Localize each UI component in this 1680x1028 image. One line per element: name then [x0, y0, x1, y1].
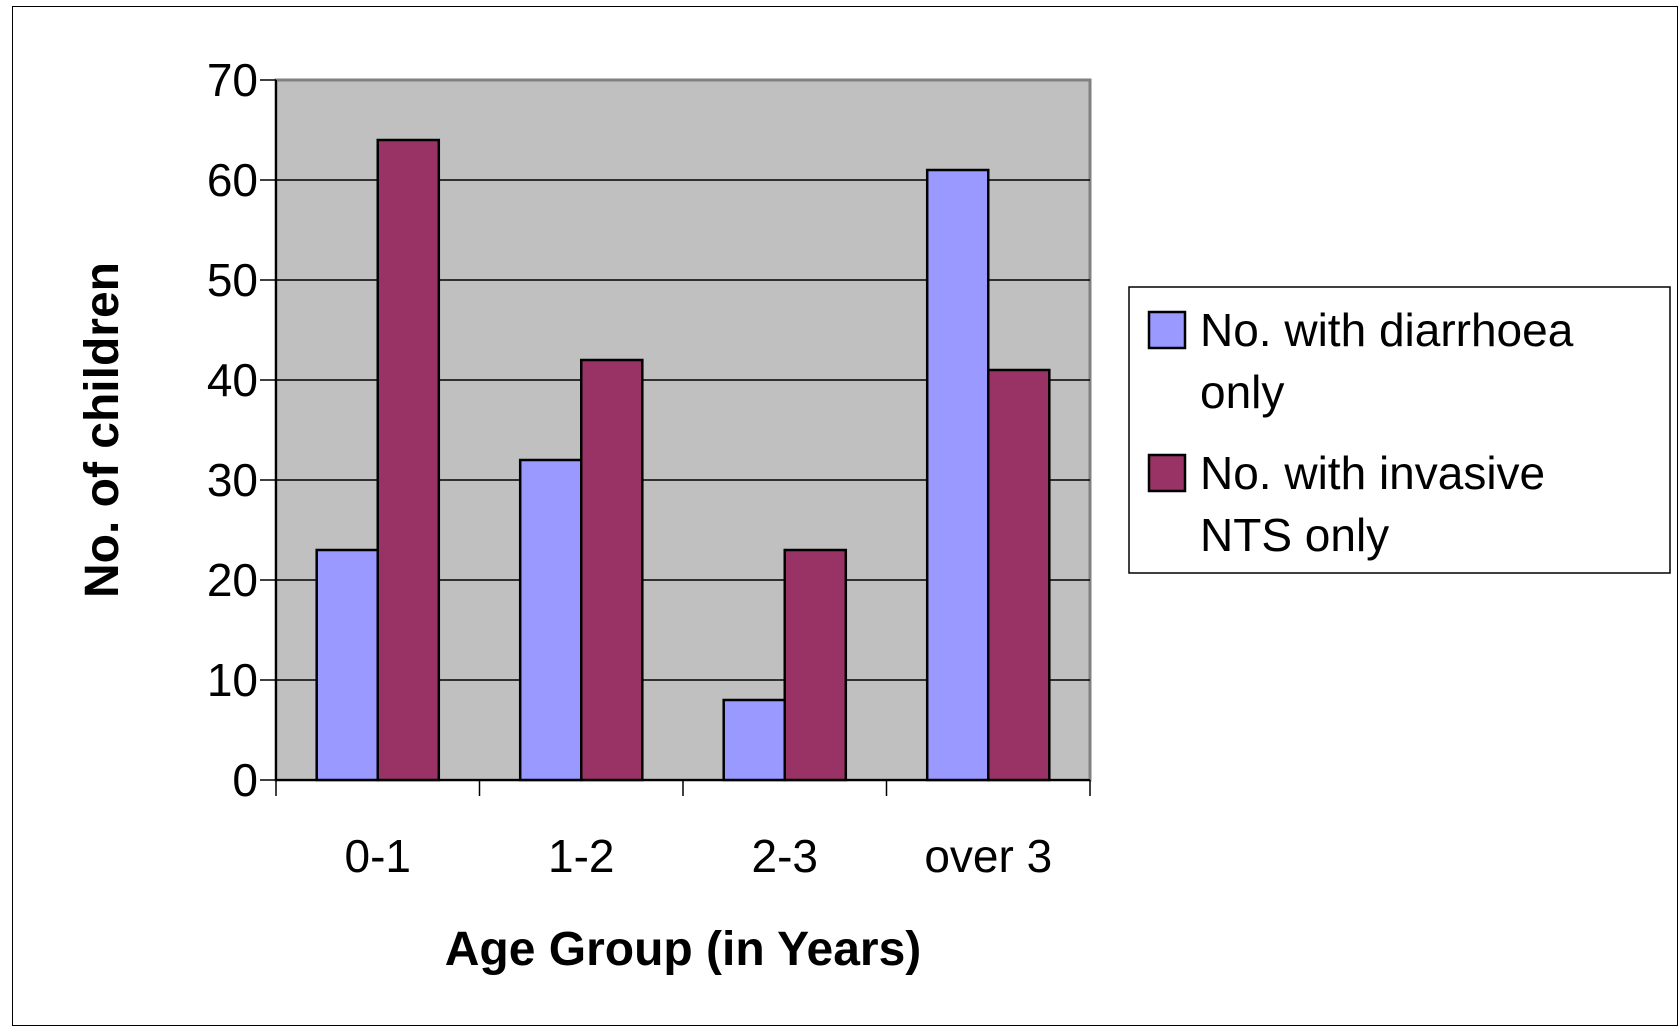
y-tick-label: 20: [207, 554, 258, 606]
x-axis-title: Age Group (in Years): [445, 923, 922, 976]
y-tick-label: 0: [232, 754, 258, 806]
y-tick-label: 50: [207, 254, 258, 306]
y-tick-label: 40: [207, 354, 258, 406]
bar-diarrhoea-3: [925, 168, 990, 782]
x-tick-label: 0-1: [345, 830, 411, 882]
y-axis-title: No. of children: [76, 262, 129, 598]
x-tick-label: over 3: [924, 830, 1052, 882]
x-tick-label: 1-2: [548, 830, 614, 882]
legend-label-1-line-1: NTS only: [1200, 509, 1389, 561]
y-tick-label: 10: [207, 654, 258, 706]
bar-diarrhoea-0: [315, 548, 380, 782]
bar-diarrhoea-2: [722, 698, 787, 782]
bars: [315, 138, 1051, 782]
x-tick-label: 2-3: [752, 830, 818, 882]
bar-invasive-nts-2: [783, 548, 848, 782]
y-tick-label: 30: [207, 454, 258, 506]
y-axis-ticks: 0 10 20 30 40 50 60 70: [207, 54, 276, 806]
x-axis-ticks: 0-1 1-2 2-3 over 3: [275, 780, 1091, 882]
legend: No. with diarrhoea only No. with invasive N…: [1128, 286, 1671, 574]
legend-swatch-0: [1147, 310, 1187, 350]
bar-invasive-nts-0: [376, 138, 441, 782]
legend-label-0-line-1: only: [1200, 366, 1284, 418]
y-tick-label: 70: [207, 54, 258, 106]
legend-swatch-1: [1147, 453, 1187, 493]
legend-box: [1128, 286, 1671, 574]
y-tick-label: 60: [207, 154, 258, 206]
bar-invasive-nts-3: [987, 368, 1051, 782]
legend-label-1-line-0: No. with invasive: [1200, 447, 1545, 499]
bar-diarrhoea-1: [518, 458, 583, 782]
legend-label-0-line-0: No. with diarrhoea: [1200, 304, 1574, 356]
bar-invasive-nts-1: [580, 358, 644, 782]
